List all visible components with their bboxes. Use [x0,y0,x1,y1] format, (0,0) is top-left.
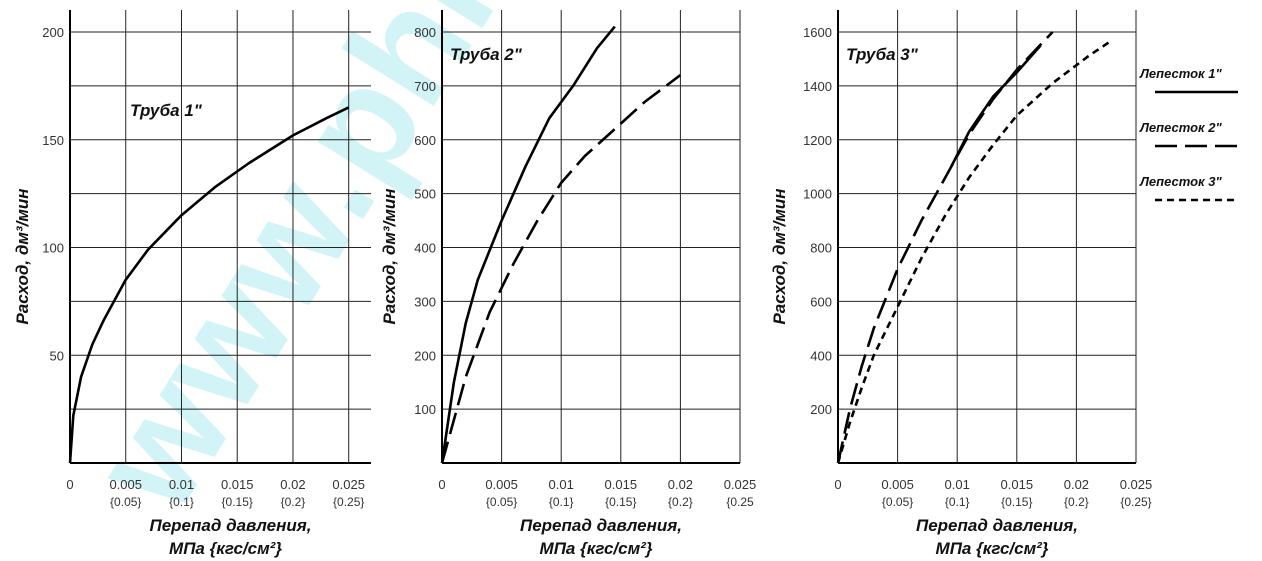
x-tick-label: 0 [834,477,841,492]
x-tick-label: 0.01 [169,477,194,492]
y-tick-label: 300 [414,294,436,309]
y-axis-label: Расход, дм³/мин [770,188,789,324]
grid [70,10,371,463]
grid [442,10,741,463]
x-axis-label-line2: МПа {кгс/см²} [936,539,1049,558]
x-tick-label-secondary: {0.25} [333,495,364,509]
y-tick-label: 1200 [803,133,832,148]
x-tick-label: 0.015 [605,477,638,492]
x-axis-label-line1: Перепад давления, [149,516,311,535]
legend-label: Лепесток 2" [1139,120,1222,135]
x-tick-label-secondary: {0.1} [169,495,194,509]
y-tick-label: 100 [414,402,436,417]
x-tick-label-secondary: {0.25} [1120,495,1151,509]
x-tick-label-secondary: {0.05} [110,495,141,509]
x-tick-label-secondary: {0.05} [882,495,913,509]
x-tick-label: 0.02 [1064,477,1089,492]
y-tick-label: 600 [810,294,832,309]
y-tick-label: 200 [42,25,64,40]
x-tick-label: 0.005 [881,477,914,492]
y-tick-label: 800 [810,241,832,256]
x-tick-label: 0 [438,477,445,492]
x-tick-label: 0.005 [485,477,518,492]
x-tick-label-secondary: {0.1} [945,495,970,509]
x-tick-label: 0.01 [945,477,970,492]
y-tick-label: 500 [414,187,436,202]
y-tick-label: 200 [810,402,832,417]
chart-title: Труба 3" [846,45,919,64]
y-tick-label: 1600 [803,25,832,40]
x-tick-label: 0.02 [280,477,305,492]
series-line-dotted [836,39,1113,464]
x-tick-label: 0.005 [109,477,142,492]
x-tick-label: 0.025 [724,477,757,492]
chart-title: Труба 1" [130,101,203,120]
x-axis-label-line2: МПа {кгс/см²} [540,539,653,558]
x-tick-label: 0.01 [549,477,574,492]
y-tick-label: 700 [414,79,436,94]
x-tick-label: 0.02 [668,477,693,492]
y-tick-label: 1000 [803,187,832,202]
x-axis-label-line1: Перепад давления, [520,516,682,535]
x-tick-label: 0.025 [332,477,365,492]
x-tick-label: 0.015 [221,477,254,492]
x-tick-label-secondary: {0.05} [486,495,517,509]
x-tick-label-secondary: {0.15} [605,495,636,509]
y-tick-label: 200 [414,348,436,363]
watermark-text: www.phlo [59,0,574,538]
y-tick-label: 150 [42,133,64,148]
x-tick-label-secondary: {0.25 [726,495,754,509]
y-tick-label: 100 [42,241,64,256]
x-tick-label: 0.025 [1120,477,1153,492]
series-line-solid [950,44,1042,168]
x-tick-label-secondary: {0.2} [281,495,306,509]
x-tick-label-secondary: {0.15} [222,495,253,509]
series-line-dashed [836,31,1054,464]
y-tick-label: 600 [414,133,436,148]
y-tick-label: 400 [414,241,436,256]
x-tick-label: 0 [66,477,73,492]
legend: Лепесток 1" Лепесток 2" Лепесток 3" [1139,66,1238,202]
grid [838,10,1137,463]
legend-label: Лепесток 1" [1139,66,1222,81]
y-axis-label: Расход, дм³/мин [380,188,399,324]
y-tick-label: 1400 [803,79,832,94]
series-line-solid [440,25,616,464]
y-tick-label: 50 [50,348,64,363]
x-axis-label-line1: Перепад давления, [916,516,1078,535]
y-tick-label: 400 [810,348,832,363]
x-tick-label-secondary: {0.2} [1064,495,1089,509]
x-tick-label: 0.015 [1001,477,1034,492]
series-line-dashed [440,74,682,464]
x-axis-label-line2: МПа {кгс/см²} [169,539,282,558]
x-tick-label-secondary: {0.15} [1001,495,1032,509]
legend-label: Лепесток 3" [1139,174,1222,189]
chart-title: Труба 2" [450,45,523,64]
y-axis-label: Расход, дм³/мин [13,188,32,324]
chart-panel-3: 200 400 600 800 1000 1200 1400 1600 0 0.005 0.01 0.… [770,10,1152,558]
series-line-solid [68,106,350,464]
y-tick-label: 800 [414,25,436,40]
chart-panel-1: 50 100 150 200 0 0.005 0.01 0.015 0.02 0.025 {0.05… [13,10,371,558]
chart-panel-2: 100 200 300 400 500 600 700 800 0 0.005 0.01 0.015 0… [380,10,756,558]
x-tick-label-secondary: {0.2} [668,495,693,509]
x-tick-label-secondary: {0.1} [549,495,574,509]
